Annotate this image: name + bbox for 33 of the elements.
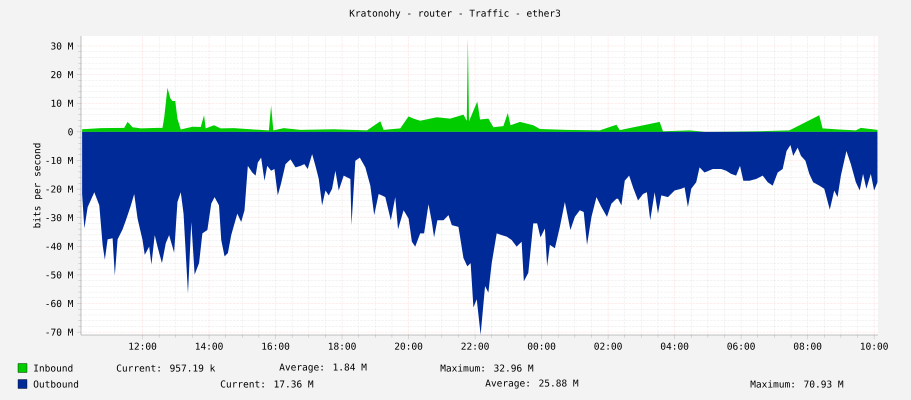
y-tick-label: -50 M <box>46 271 73 279</box>
x-tick-label: 22:00 <box>461 342 489 350</box>
y-tick-label: -70 M <box>46 328 73 336</box>
text: Average: 1.84 M <box>279 363 366 373</box>
x-tick-label: 06:00 <box>727 342 755 350</box>
text: Current: 957.19 k <box>116 364 216 372</box>
x-tick-label: 20:00 <box>394 342 422 350</box>
y-tick-label: -10 M <box>46 156 73 164</box>
x-tick-label: 10:00 <box>860 342 888 350</box>
y-tick-label: 10 M <box>52 100 73 107</box>
x-tick-label: 04:00 <box>660 342 688 350</box>
y-tick-label: 30 M <box>51 42 73 50</box>
y-tick-label: 0 <box>68 128 73 136</box>
y-axis-title: bits per second <box>33 144 42 228</box>
y-tick-label: 20 M <box>51 71 73 78</box>
x-tick-label: 08:00 <box>794 342 822 350</box>
text: Average: 25.88 M <box>485 379 578 389</box>
y-tick-label: -30 M <box>46 214 73 222</box>
x-tick-label: 16:00 <box>262 342 290 350</box>
x-tick-label: 14:00 <box>196 342 223 350</box>
legend-label: Inbound <box>34 364 72 372</box>
legend-label: Outbound <box>34 380 78 388</box>
text: Current: 17.36 M <box>220 380 314 388</box>
text: Maximum: 70.93 M <box>750 380 844 388</box>
chart-title: Kratonohy - router - Traffic - ether3 <box>350 9 560 19</box>
y-tick-label: -20 M <box>46 185 73 193</box>
x-tick-label: 00:00 <box>528 342 556 350</box>
x-tick-label: 18:00 <box>328 342 356 350</box>
x-tick-label: 02:00 <box>594 342 622 350</box>
y-tick-label: -60 M <box>46 300 73 308</box>
x-tick-label: 12:00 <box>129 342 156 350</box>
y-tick-label: -40 M <box>46 242 73 250</box>
text: Maximum: 32.96 M <box>440 364 534 372</box>
